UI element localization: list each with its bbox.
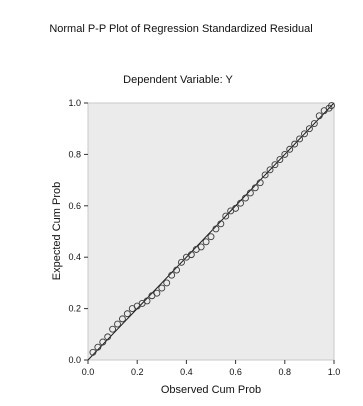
data-point — [109, 325, 117, 333]
y-tick-label: 0.0 — [68, 355, 81, 365]
data-point — [168, 271, 176, 279]
y-axis-ticks: 0.0 0.2 0.4 0.6 0.8 1.0 — [68, 98, 88, 365]
x-axis-ticks: 0.0 0.2 0.4 0.6 0.8 1.0 — [82, 360, 341, 377]
data-point — [217, 220, 225, 228]
y-tick-label: 0.4 — [68, 252, 81, 262]
y-tick-label: 0.2 — [68, 304, 81, 314]
data-point — [163, 279, 171, 287]
data-point — [305, 125, 313, 133]
data-point — [99, 338, 107, 346]
data-point — [212, 225, 220, 233]
reference-line — [87, 102, 335, 361]
data-point — [266, 166, 274, 174]
data-point — [276, 156, 284, 163]
data-point — [286, 145, 294, 153]
y-axis-label: Expected Cum Prob — [51, 182, 63, 280]
data-point — [123, 310, 131, 318]
chart-title: Normal P-P Plot of Regression Standardiz… — [49, 23, 312, 35]
x-tick-label: 1.0 — [328, 367, 341, 377]
data-point — [232, 204, 240, 212]
x-tick-label: 0.0 — [82, 367, 95, 377]
data-point — [291, 140, 299, 148]
data-point — [256, 179, 264, 187]
data-point — [187, 251, 195, 259]
data-point — [89, 348, 97, 356]
x-tick-label: 0.8 — [279, 367, 292, 377]
data-point — [197, 243, 205, 251]
data-point — [271, 161, 279, 169]
data-point — [202, 238, 210, 246]
data-point — [114, 320, 121, 328]
y-tick-label: 0.6 — [68, 201, 81, 211]
data-point — [310, 120, 318, 128]
data-point — [281, 150, 289, 158]
data-point — [328, 102, 335, 110]
y-tick-label: 0.8 — [68, 149, 81, 159]
data-point — [153, 289, 161, 297]
data-point — [241, 194, 249, 202]
data-point — [158, 284, 166, 292]
x-axis-label: Observed Cum Prob — [161, 384, 261, 396]
points-layer — [89, 102, 335, 356]
data-point — [251, 184, 259, 192]
data-point — [143, 297, 151, 305]
data-point — [315, 112, 323, 120]
data-point — [104, 333, 112, 341]
data-point — [237, 199, 244, 207]
data-point — [178, 258, 185, 266]
x-tick-label: 0.6 — [229, 367, 242, 377]
data-point — [94, 343, 102, 351]
data-point — [296, 135, 304, 143]
x-tick-label: 0.2 — [131, 367, 144, 377]
data-point — [207, 233, 215, 241]
data-point — [261, 171, 269, 179]
data-point — [222, 212, 230, 220]
data-point — [118, 315, 126, 323]
y-tick-label: 1.0 — [68, 98, 81, 108]
data-point — [246, 189, 254, 197]
chart-subtitle: Dependent Variable: Y — [123, 74, 233, 86]
data-point — [173, 266, 181, 274]
x-tick-label: 0.4 — [180, 367, 193, 377]
data-point — [301, 130, 308, 138]
reference-layer — [87, 102, 335, 361]
